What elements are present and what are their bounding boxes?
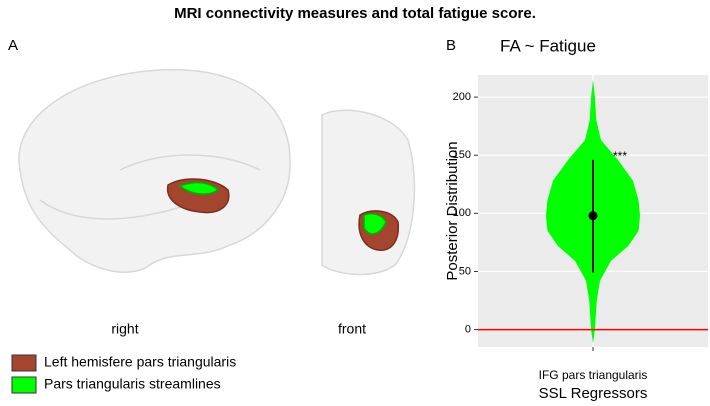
point-estimate xyxy=(588,211,598,221)
annotation: *** xyxy=(613,149,627,163)
view-label: front xyxy=(338,321,366,337)
y-tick-label: 200 xyxy=(453,91,471,103)
y-tick-label: 0 xyxy=(465,323,471,335)
x-axis-label: SSL Regressors xyxy=(539,385,648,402)
y-axis-label: Posterior Distribution xyxy=(444,141,461,280)
view-label: right xyxy=(111,321,138,337)
panel-label: A xyxy=(8,37,18,54)
brain-front xyxy=(321,109,416,276)
legend-swatch xyxy=(11,354,37,372)
brain-side xyxy=(18,68,291,273)
legend-swatch xyxy=(11,376,37,394)
y-tick-label: 100 xyxy=(453,207,471,219)
y-tick-label: 150 xyxy=(453,149,471,161)
legend-label: Pars triangularis streamlines xyxy=(44,376,221,392)
legend-label: Left hemisfere pars triangularis xyxy=(44,354,236,370)
chart-title: FA ~ Fatigue xyxy=(500,36,596,55)
panel-label: B xyxy=(446,37,456,54)
x-tick-label: IFG pars triangularis xyxy=(539,368,648,382)
y-tick-label: 50 xyxy=(459,265,471,277)
figure-title: MRI connectivity measures and total fati… xyxy=(174,5,536,22)
